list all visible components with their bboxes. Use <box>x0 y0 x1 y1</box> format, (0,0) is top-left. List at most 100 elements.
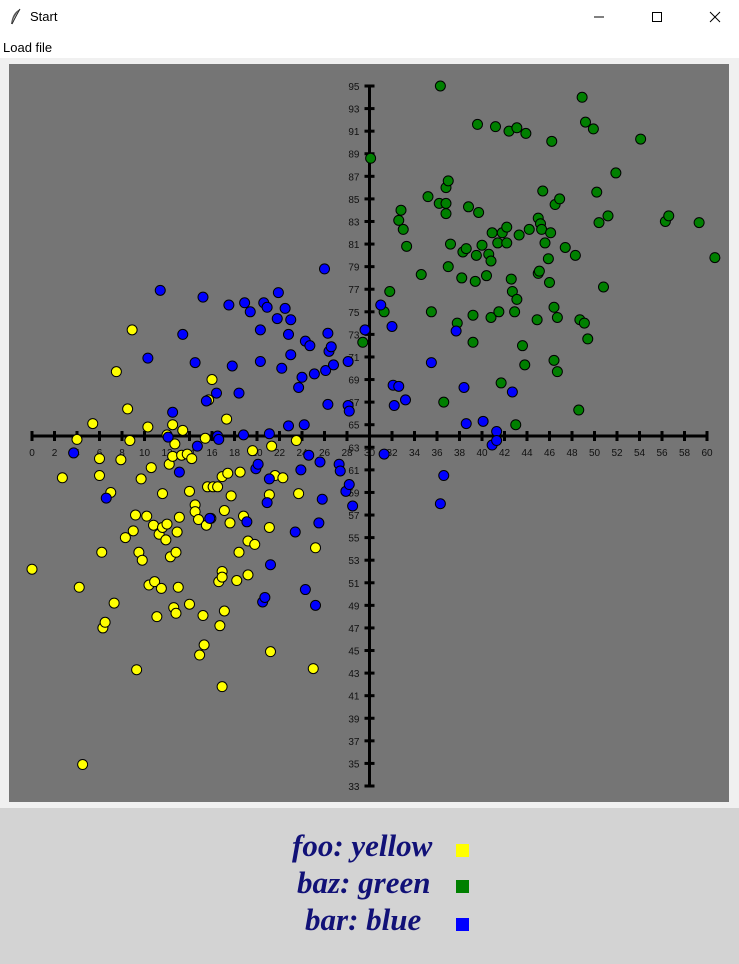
data-point <box>501 221 513 233</box>
data-point <box>213 433 225 445</box>
y-tick-label: 37 <box>348 737 360 748</box>
data-point <box>359 324 371 336</box>
data-point <box>491 435 503 447</box>
data-point <box>463 201 474 213</box>
data-point <box>342 355 354 367</box>
y-tick-label: 49 <box>348 601 360 612</box>
data-point <box>495 377 507 389</box>
data-point <box>162 431 174 443</box>
data-point <box>283 328 294 340</box>
data-point <box>94 453 105 465</box>
data-point <box>593 217 605 229</box>
x-tick-label: 56 <box>656 448 668 459</box>
x-tick-label: 2 <box>52 448 58 459</box>
data-point <box>231 575 243 587</box>
data-point <box>544 276 555 288</box>
data-point <box>149 576 161 588</box>
data-point <box>216 571 228 583</box>
data-point <box>511 122 523 134</box>
x-tick-label: 40 <box>476 448 488 459</box>
data-point <box>126 324 138 336</box>
data-point <box>141 510 153 522</box>
data-point <box>218 605 230 617</box>
data-point <box>96 546 108 558</box>
data-point <box>546 135 558 147</box>
data-point <box>265 559 276 571</box>
data-point <box>422 191 434 203</box>
data-point <box>545 227 557 239</box>
data-point <box>467 336 479 348</box>
data-point <box>99 616 111 628</box>
data-point <box>233 546 245 558</box>
data-point <box>194 649 206 661</box>
data-point <box>108 597 120 609</box>
data-point <box>343 405 355 417</box>
data-point <box>393 380 405 392</box>
data-point <box>458 381 470 393</box>
x-tick-label: 16 <box>206 448 218 459</box>
maximize-button[interactable] <box>628 0 686 34</box>
data-point <box>272 287 284 299</box>
x-tick-label: 46 <box>544 448 556 459</box>
data-point <box>170 546 182 558</box>
data-point <box>554 193 566 205</box>
x-tick-label: 8 <box>119 448 125 459</box>
x-tick-label: 10 <box>139 448 151 459</box>
data-point <box>539 237 551 249</box>
data-point <box>450 325 462 337</box>
data-point <box>266 440 278 452</box>
data-point <box>169 438 181 450</box>
data-point <box>425 357 437 369</box>
data-point <box>548 301 560 313</box>
legend-label: bar: blue <box>305 902 422 937</box>
y-tick-label: 57 <box>348 511 360 522</box>
data-point <box>242 569 254 581</box>
x-tick-label: 50 <box>589 448 601 459</box>
data-point <box>261 497 273 509</box>
x-tick-label: 28 <box>341 448 353 459</box>
data-point <box>510 419 522 431</box>
data-point <box>467 309 479 321</box>
data-point <box>505 273 517 285</box>
data-point <box>635 133 647 145</box>
data-point <box>304 340 316 352</box>
data-point <box>221 413 233 425</box>
data-point <box>285 314 297 326</box>
data-point <box>142 352 154 364</box>
data-point <box>142 421 154 433</box>
data-point <box>154 284 166 296</box>
data-point <box>252 458 264 470</box>
data-point <box>200 395 212 407</box>
legend-swatch-yellow <box>456 844 469 857</box>
data-point <box>130 509 141 521</box>
data-point <box>167 450 179 462</box>
x-tick-label: 54 <box>634 448 646 459</box>
data-point <box>148 519 159 531</box>
data-point <box>460 418 472 430</box>
data-point <box>197 291 209 303</box>
y-tick-label: 81 <box>348 240 360 251</box>
y-tick-label: 75 <box>348 308 360 319</box>
data-point <box>375 299 387 311</box>
data-point <box>289 526 301 538</box>
data-point <box>328 359 339 371</box>
data-point <box>393 214 405 226</box>
x-tick-label: 60 <box>701 448 713 459</box>
minimize-button[interactable] <box>570 0 628 34</box>
data-point <box>122 403 134 415</box>
data-point <box>298 419 310 431</box>
y-tick-label: 47 <box>348 624 360 635</box>
data-point <box>415 269 427 281</box>
data-point <box>293 488 305 500</box>
data-point <box>307 663 319 675</box>
data-point <box>313 517 325 529</box>
menu-load-file[interactable]: Load file <box>3 40 53 55</box>
data-point <box>199 432 211 444</box>
data-point <box>322 398 334 410</box>
data-point <box>490 121 501 133</box>
data-point <box>184 485 195 497</box>
data-point <box>501 237 513 249</box>
close-button[interactable] <box>686 0 739 34</box>
data-point <box>334 465 346 477</box>
y-tick-label: 39 <box>348 714 360 725</box>
